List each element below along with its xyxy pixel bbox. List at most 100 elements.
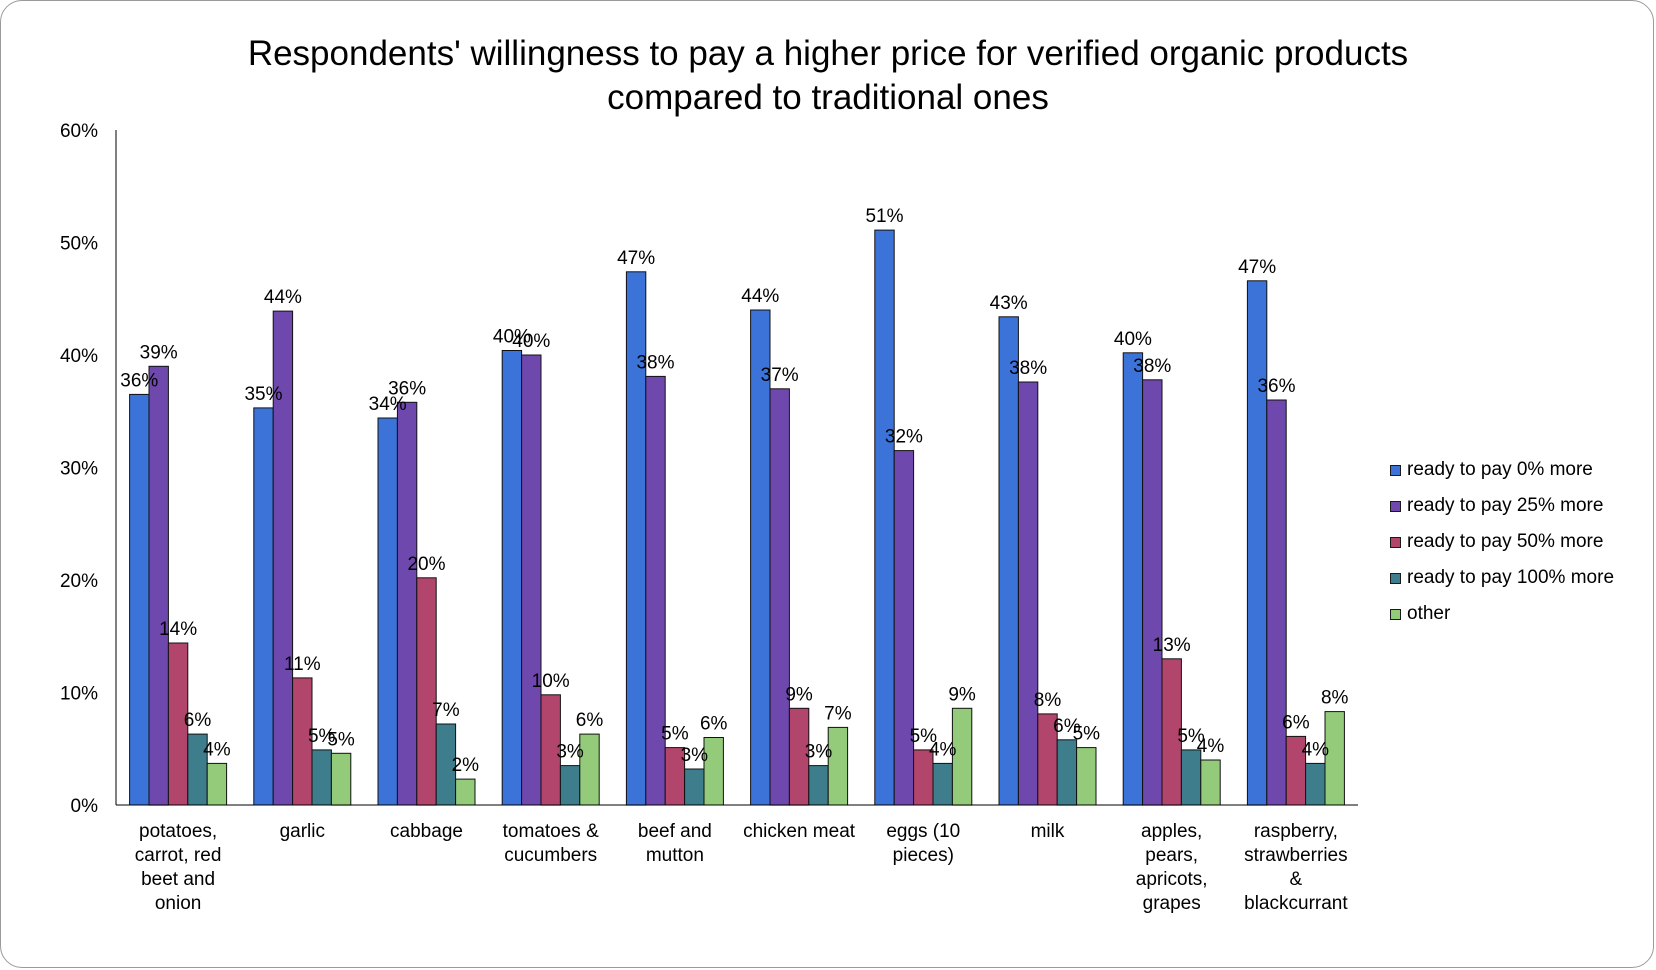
category-label: cabbage (390, 821, 463, 842)
category-label-line: apricots, (1136, 869, 1208, 890)
data-label: 38% (1133, 356, 1171, 377)
bar (1056, 739, 1078, 806)
category-label-line: pears, (1145, 845, 1198, 866)
data-label: 34% (369, 394, 407, 415)
data-label: 36% (1257, 376, 1295, 397)
category-label: milk (1031, 821, 1065, 842)
data-label: 14% (159, 619, 197, 640)
bar (1305, 762, 1326, 806)
data-label: 5% (1073, 724, 1101, 745)
bar (808, 765, 829, 806)
data-label: 5% (308, 726, 336, 747)
legend-swatch (1390, 572, 1401, 584)
bar (1266, 399, 1287, 806)
category-label: raspberry, strawberries & blackcurrant (1244, 821, 1348, 914)
category-label-line: mutton (646, 845, 704, 866)
data-label: 6% (1053, 716, 1081, 737)
category-label-line: apples, (1141, 821, 1202, 842)
bar (559, 765, 581, 806)
data-label: 35% (244, 384, 282, 405)
y-tick-label: 0% (71, 796, 99, 817)
data-label: 44% (741, 286, 779, 307)
data-label: 6% (184, 710, 212, 731)
legend-swatch (1390, 536, 1401, 548)
data-label: 37% (761, 365, 799, 386)
data-label: 4% (1302, 739, 1330, 760)
data-label: 47% (1238, 257, 1276, 278)
bar (684, 768, 705, 806)
data-label: 5% (661, 724, 689, 745)
chart-title: Respondents' willingness to pay a higher… (247, 34, 1409, 117)
bar (1122, 352, 1144, 806)
category-label: beef and mutton (638, 821, 712, 866)
category-label: eggs (10 pieces) (886, 821, 960, 866)
data-label: 2% (452, 755, 480, 776)
bar (253, 407, 274, 806)
data-label: 9% (948, 684, 976, 705)
data-label: 11% (284, 654, 321, 675)
data-label: 10% (532, 671, 570, 692)
category-label-line: garlic (280, 821, 325, 842)
data-labels: 36% 35% 34% 40% 47% 44% 51% 43% 40% 47% 39% 44% 36% 4… (120, 206, 1348, 776)
y-tick-label: 60% (60, 121, 98, 142)
data-label: 38% (636, 352, 674, 373)
bars (129, 229, 1345, 806)
legend-swatch (1390, 500, 1401, 512)
data-label: 3% (805, 742, 833, 763)
data-label: 4% (929, 739, 957, 760)
bar (206, 762, 228, 806)
bar (1142, 379, 1163, 806)
legend-label: ready to pay 50% more (1407, 531, 1604, 552)
data-label: 7% (432, 700, 460, 721)
data-label: 8% (1034, 690, 1062, 711)
data-label: 40% (512, 331, 550, 352)
data-label: 20% (407, 554, 445, 575)
data-label: 32% (885, 427, 923, 448)
category-label-line: blackcurrant (1244, 893, 1348, 914)
data-label: 38% (1009, 358, 1047, 379)
data-label: 4% (203, 739, 231, 760)
x-axis-categories: potatoes, carrot, red beet and onion garlic c… (135, 821, 1349, 914)
legend-item: ready to pay 0% more (1390, 452, 1614, 488)
category-label-line: cucumbers (504, 845, 597, 866)
data-label: 8% (1321, 688, 1349, 709)
category-label: tomatoes & cucumbers (503, 821, 599, 866)
data-label: 36% (388, 378, 426, 399)
category-label-line: pieces) (893, 845, 954, 866)
bar (827, 726, 849, 806)
bar (129, 393, 150, 806)
legend: ready to pay 0% more ready to pay 25% mor… (1390, 452, 1614, 632)
category-label-line: eggs (10 (886, 821, 960, 842)
legend-label: ready to pay 0% more (1407, 459, 1593, 480)
category-label-line: beet and (141, 869, 215, 890)
data-label: 43% (990, 293, 1028, 314)
legend-label: ready to pay 25% more (1407, 495, 1604, 516)
legend-label: ready to pay 100% more (1407, 567, 1615, 588)
bar (377, 417, 398, 806)
data-label: 6% (1282, 712, 1310, 733)
category-label-line: onion (155, 893, 202, 914)
bar (501, 350, 523, 806)
legend-item: ready to pay 50% more (1390, 524, 1614, 560)
data-label: 40% (493, 327, 531, 348)
y-tick-label: 30% (60, 459, 98, 480)
data-label: 3% (681, 745, 709, 766)
category-label-line: grapes (1143, 893, 1201, 914)
legend-label: other (1407, 603, 1451, 624)
data-label: 47% (617, 248, 655, 269)
category-label: chicken meat (743, 821, 856, 842)
y-axis-ticks: 0% 10% 20% 30% 40% 50% 60% (60, 121, 98, 817)
y-tick-label: 50% (60, 234, 98, 255)
category-label-line: beef and (638, 821, 712, 842)
category-label: potatoes, carrot, red beet and onion (135, 821, 222, 914)
data-label: 4% (1197, 736, 1225, 757)
data-label: 5% (910, 726, 938, 747)
bar (893, 450, 915, 806)
bar (330, 752, 352, 806)
category-label-line: carrot, red (135, 845, 222, 866)
data-label: 5% (327, 729, 355, 750)
bar (521, 354, 542, 806)
legend-swatch (1390, 608, 1401, 620)
data-label: 13% (1153, 635, 1191, 656)
bar (874, 229, 895, 806)
